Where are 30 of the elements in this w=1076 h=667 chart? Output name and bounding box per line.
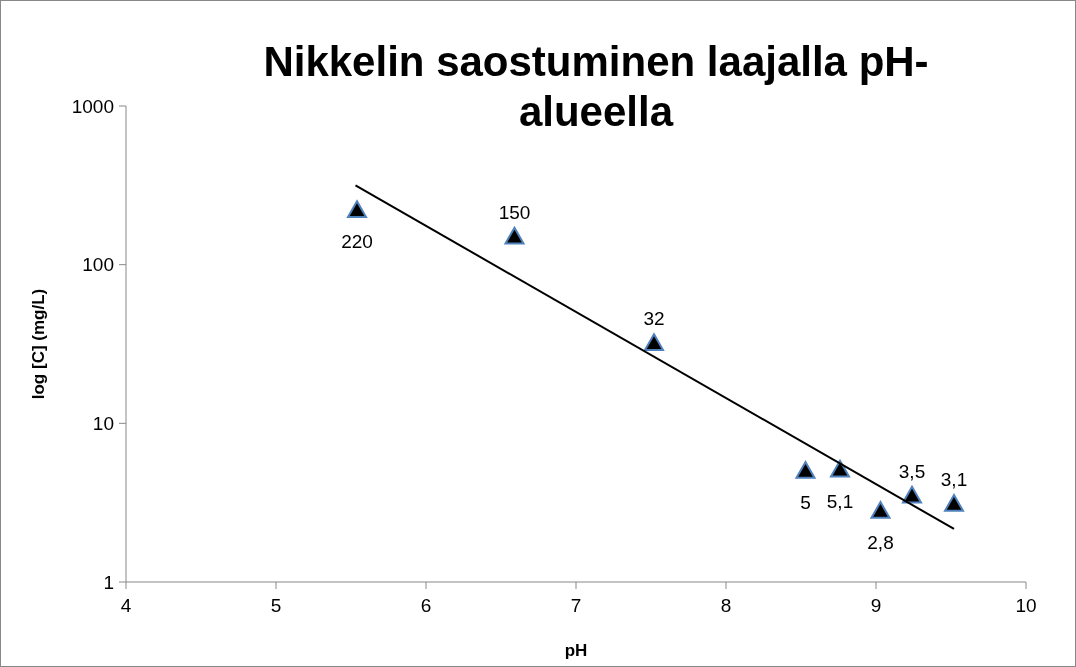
data-label: 3,1: [940, 469, 968, 491]
x-tick-label: 4: [120, 595, 132, 616]
point: [504, 226, 525, 245]
y-tick-label: 1: [103, 571, 114, 593]
data-label: 3,5: [898, 460, 926, 482]
x-axis-title: pH: [564, 641, 588, 660]
data-label: 2,8: [867, 532, 894, 554]
data-label: 32: [643, 308, 665, 330]
point: [902, 485, 922, 504]
point: [347, 200, 367, 219]
data-label: 5: [800, 492, 811, 514]
chart-title: Nikkelin saostuminen laajalla pH-alueella: [263, 38, 929, 135]
point: [944, 494, 964, 512]
x-tick-label: 8: [720, 595, 732, 616]
point: [870, 501, 891, 519]
point: [644, 333, 664, 351]
y-tick-label: 10: [92, 412, 114, 434]
point: [795, 461, 816, 479]
y-axis-title: log [C] (mg/L): [29, 288, 48, 400]
data-label: 5,1: [826, 490, 854, 512]
y-tick-label: 100: [82, 254, 114, 276]
y-tick-label: 1000: [71, 95, 114, 117]
x-tick-label: 5: [270, 595, 282, 616]
data-label: 220: [341, 231, 373, 253]
x-tick-label: 9: [870, 595, 882, 616]
x-tick-label: 7: [570, 595, 582, 616]
x-tick-label: 6: [420, 595, 432, 616]
data-label: 150: [498, 201, 531, 223]
point: [830, 459, 850, 478]
x-tick-label: 10: [1015, 595, 1037, 616]
